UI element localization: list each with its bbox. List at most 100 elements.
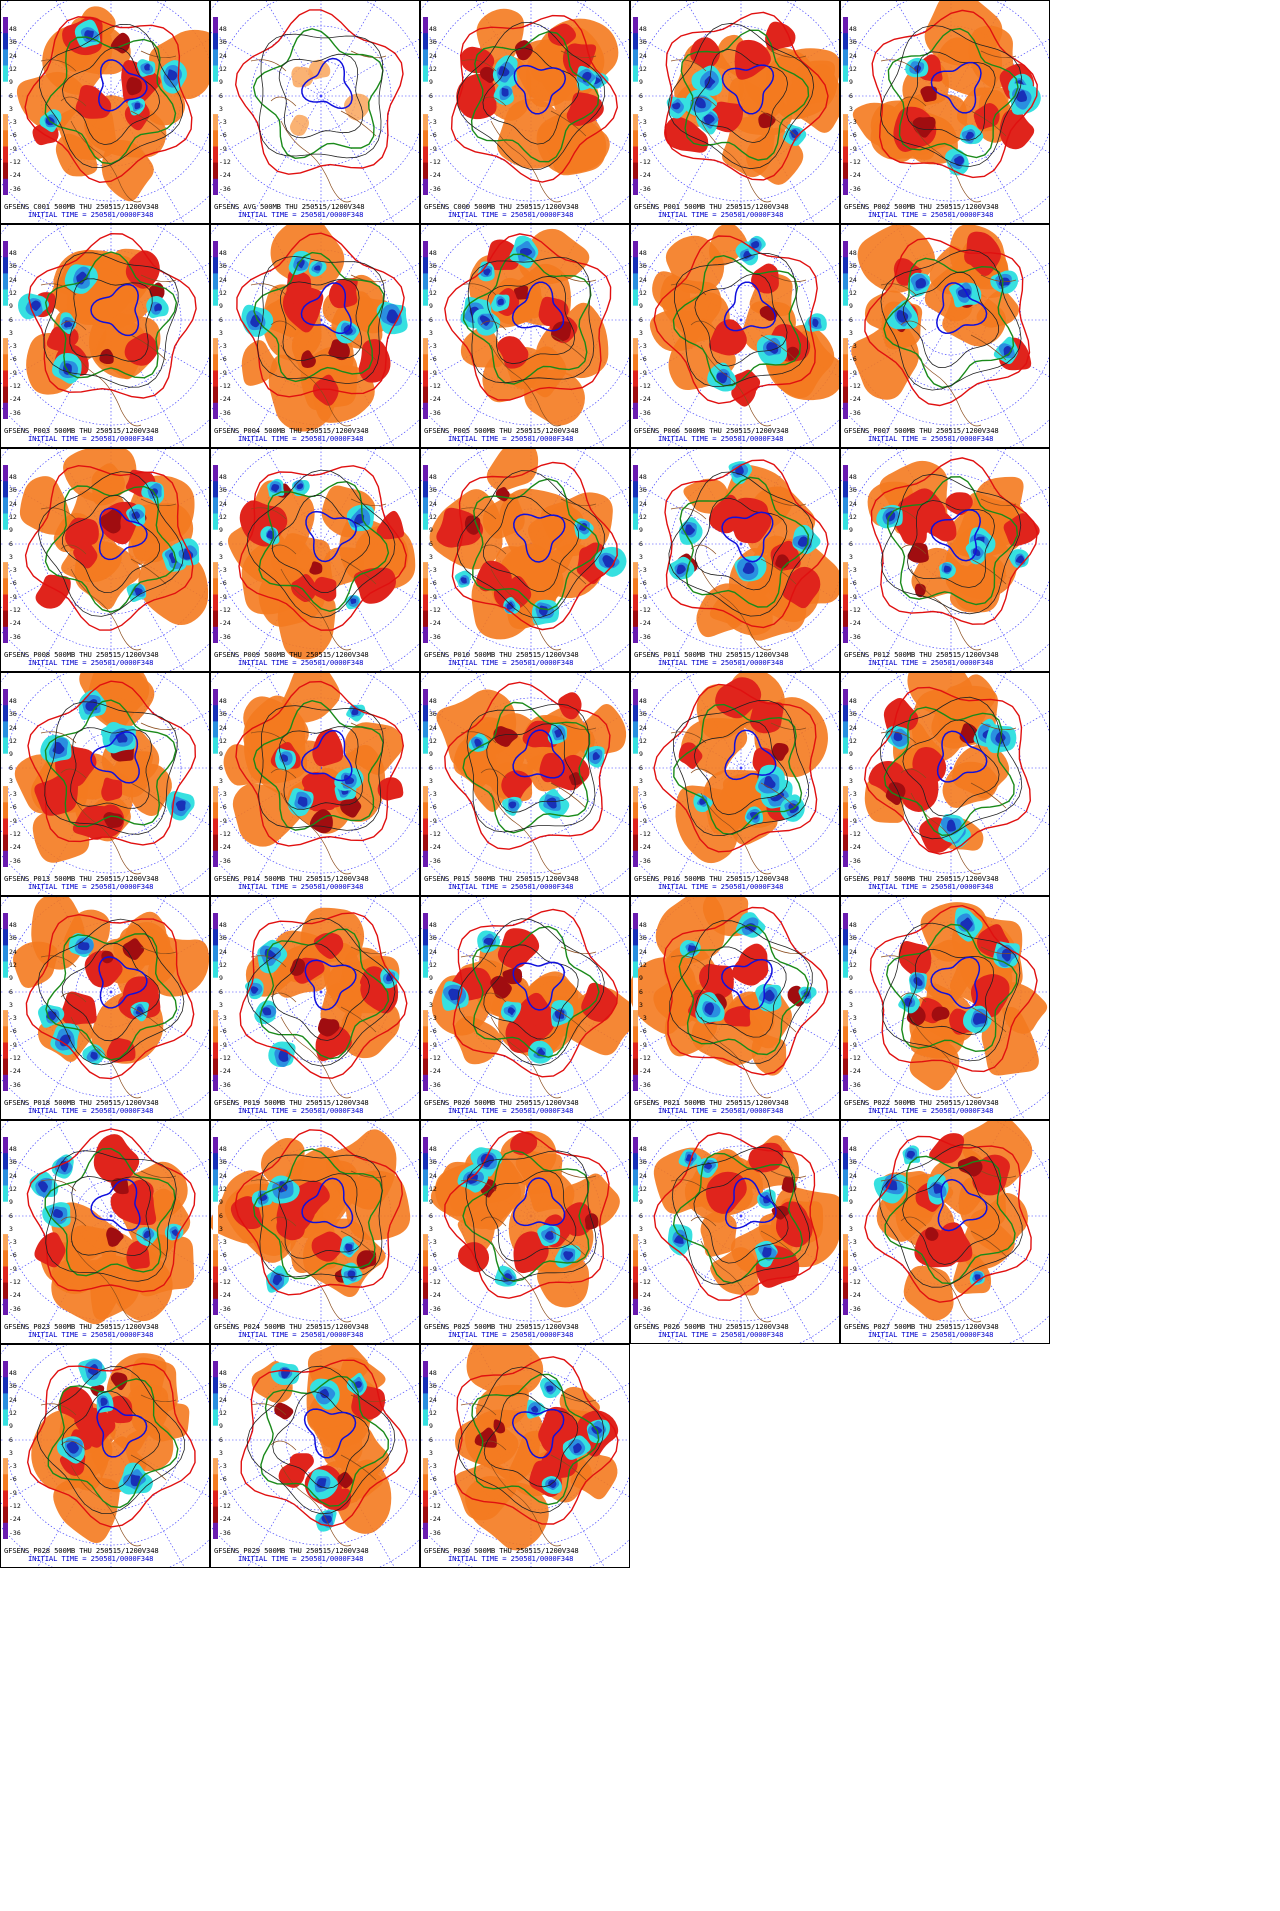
colorbar-tick-label: 48	[849, 25, 857, 33]
colorbar-tick-label: 12	[639, 288, 647, 297]
colorbar-tick-label: 12	[219, 512, 227, 521]
panel-title: GFSENS P029 500MB THU 250515/1200V348	[214, 1546, 369, 1555]
colorbar-tick-label: -36	[429, 632, 441, 641]
colorbar-tick-label: 12	[639, 64, 647, 73]
colorbar-tick-label: 9	[9, 1198, 13, 1207]
coastlines	[880, 274, 1017, 427]
coastlines	[460, 1394, 597, 1547]
colorbar-tick-label: 12	[429, 1184, 437, 1193]
height-contours	[234, 1129, 404, 1296]
colorbar-tick-label: -6	[219, 1027, 227, 1036]
height-anomaly-map	[421, 225, 629, 447]
colorbar-tick-label: -9	[429, 368, 437, 377]
colorbar-tick-label: -12	[9, 1054, 21, 1062]
colorbar-tick-label: 3	[9, 1224, 13, 1233]
colorbar-tick-label: 12	[9, 512, 17, 521]
colorbar-tick-label: 36	[429, 1382, 437, 1391]
colorbar-tick-label: -24	[429, 395, 441, 404]
coastlines	[670, 1170, 807, 1323]
colorbar	[843, 17, 848, 195]
colorbar	[423, 689, 428, 867]
colorbar-tick-label: 12	[219, 1184, 227, 1193]
colorbar-tick-label: -9	[9, 144, 17, 153]
ensemble-member-panel: 48 36 24 12 9 6 3 -3 -6 -9 -12 -24 -36 GFSENS P019 50…	[210, 896, 420, 1120]
colorbar-tick-label: -36	[639, 1304, 651, 1313]
colorbar-tick-label: 36	[9, 1382, 17, 1391]
colorbar-tick-label: 48	[429, 921, 437, 929]
panel-initial-time: INITIAL TIME = 250501/0000F348	[448, 1330, 574, 1339]
coastlines	[250, 1170, 387, 1323]
height-anomaly-map	[211, 673, 419, 895]
height-anomaly-map	[211, 1121, 419, 1343]
colorbar-tick-label: -3	[849, 790, 857, 799]
colorbar-tick-label: 36	[639, 710, 647, 719]
ensemble-member-panel: 48 36 24 12 9 6 3 -3 -6 -9 -12 -24 -36 GFSENS P018 50…	[0, 896, 210, 1120]
colorbar-tick-label: -24	[219, 395, 231, 404]
colorbar-tick-label: -36	[639, 632, 651, 641]
colorbar-tick-label: 9	[219, 1198, 223, 1207]
colorbar-tick-label: 24	[849, 1171, 857, 1180]
colorbar-tick-label: 6	[429, 1435, 433, 1444]
colorbar-tick-label: 12	[849, 1184, 857, 1193]
colorbar-tick-label: 3	[849, 1000, 853, 1009]
height-contours	[27, 680, 197, 846]
positive-anomaly-shading	[429, 449, 613, 640]
colorbar-tick-label: -12	[429, 830, 441, 838]
colorbar-tick-label: 36	[9, 1158, 17, 1167]
panel-title: GFSENS P018 500MB THU 250515/1200V348	[4, 1098, 159, 1107]
colorbar-tick-label: -36	[429, 1304, 441, 1313]
colorbar-tick-label: 6	[219, 1211, 223, 1220]
colorbar-tick-label: -3	[9, 342, 17, 351]
negative-anomaly-shading	[526, 1377, 610, 1495]
colorbar-tick-label: 3	[429, 328, 433, 337]
colorbar-tick-label: -9	[219, 1488, 227, 1497]
colorbar-tick-label: 24	[429, 1171, 437, 1180]
colorbar-tick-label: 3	[849, 776, 853, 785]
colorbar-tick-label: -24	[429, 1515, 441, 1524]
panel-title: GFSENS P009 500MB THU 250515/1200V348	[214, 650, 369, 659]
colorbar-tick-label: 48	[849, 921, 857, 929]
panel-title: GFSENS P002 500MB THU 250515/1200V348	[844, 202, 999, 211]
colorbar-tick-label: 9	[219, 302, 223, 311]
colorbar-tick-label: 3	[639, 776, 643, 785]
colorbar-tick-label: -9	[9, 816, 17, 825]
colorbar-tick-label: -24	[429, 619, 441, 628]
colorbar-tick-label: -6	[219, 579, 227, 588]
colorbar-tick-label: -36	[9, 1304, 21, 1313]
colorbar-tick-label: -3	[639, 1014, 647, 1023]
colorbar-tick-label: -9	[639, 592, 647, 601]
ensemble-member-panel: 48 36 24 12 9 6 3 -3 -6 -9 -12 -24 -36 GFSENS P020 50…	[420, 896, 630, 1120]
panel-initial-time: INITIAL TIME = 250501/0000F348	[448, 434, 574, 443]
colorbar-tick-label: 6	[639, 763, 643, 772]
height-anomaly-map	[841, 1, 1049, 223]
colorbar-tick-label: 3	[849, 104, 853, 113]
height-anomaly-map	[631, 225, 839, 447]
colorbar-tick-label: 48	[9, 249, 17, 257]
panel-initial-time: INITIAL TIME = 250501/0000F348	[28, 1554, 154, 1563]
panel-title: GFSENS AVG 500MB THU 250515/1200V348	[214, 202, 365, 211]
positive-anomaly-shading	[211, 1129, 411, 1298]
colorbar-tick-label: 6	[849, 91, 853, 100]
colorbar-tick-label: -12	[429, 158, 441, 166]
coastlines	[250, 1394, 387, 1547]
positive-anomaly-shading	[851, 225, 1032, 400]
colorbar-tick-label: 36	[639, 1158, 647, 1167]
ensemble-member-panel: 48 36 24 12 9 6 3 -3 -6 -9 -12 -24 -36 GFSENS P013 50…	[0, 672, 210, 896]
ensemble-member-panel: 48 36 24 12 9 6 3 -3 -6 -9 -12 -24 -36 GFSENS P002 50…	[840, 0, 1050, 224]
colorbar-tick-label: 12	[219, 736, 227, 745]
colorbar-tick-label: -24	[219, 1291, 231, 1300]
ensemble-member-panel: 48 36 24 12 9 6 3 -3 -6 -9 -12 -24 -36 GFSENS P011 50…	[630, 448, 840, 672]
colorbar-tick-label: 24	[849, 947, 857, 956]
colorbar	[3, 689, 8, 867]
colorbar-tick-label: -24	[849, 843, 861, 852]
colorbar-tick-label: 3	[429, 104, 433, 113]
colorbar-tick-label: -36	[219, 184, 231, 193]
panel-initial-time: INITIAL TIME = 250501/0000F348	[28, 210, 154, 219]
colorbar-tick-label: 12	[219, 960, 227, 969]
coastlines	[460, 498, 597, 651]
ensemble-member-panel: 48 36 24 12 9 6 3 -3 -6 -9 -12 -24 -36 GFSENS P017 50…	[840, 672, 1050, 896]
colorbar-tick-label: 36	[849, 262, 857, 271]
height-anomaly-map	[631, 897, 839, 1119]
ensemble-member-panel: 48 36 24 12 9 6 3 -3 -6 -9 -12 -24 -36 GFSENS P026 50…	[630, 1120, 840, 1344]
ensemble-member-panel: 48 36 24 12 9 6 3 -3 -6 -9 -12 -24 -36 GFSENS P007 50…	[840, 224, 1050, 448]
